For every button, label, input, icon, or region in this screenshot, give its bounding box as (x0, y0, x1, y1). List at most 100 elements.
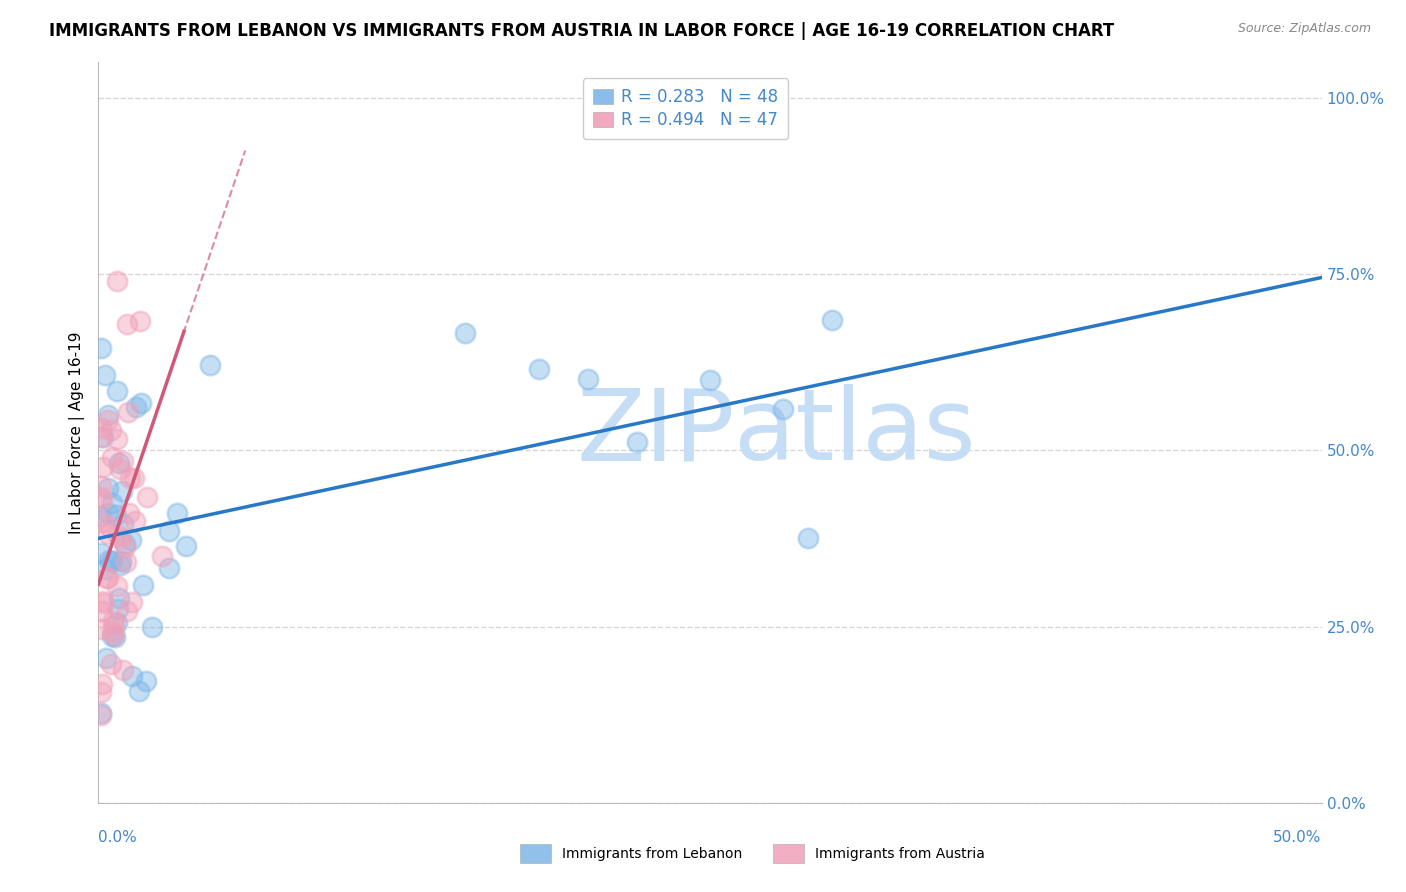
Point (97, 527, 120, 541)
Point (111, 483, 134, 498)
Point (90, 341, 112, 355)
Point (111, 663, 134, 677)
Point (94, 571, 117, 585)
Point (112, 516, 135, 531)
Point (94, 651, 117, 665)
Text: IMMIGRANTS FROM LEBANON VS IMMIGRANTS FROM AUSTRIA IN LABOR FORCE | AGE 16-19 CO: IMMIGRANTS FROM LEBANON VS IMMIGRANTS FR… (49, 22, 1115, 40)
Point (90, 490, 112, 504)
Point (105, 432, 128, 446)
Point (90, 706, 112, 720)
Point (97, 507, 120, 521)
Point (121, 594, 143, 608)
Text: Immigrants from Lebanon: Immigrants from Lebanon (562, 847, 742, 861)
Point (128, 684, 150, 698)
Point (107, 591, 129, 605)
Point (150, 549, 173, 563)
Point (120, 470, 142, 484)
Point (128, 314, 150, 328)
Text: Source: ZipAtlas.com: Source: ZipAtlas.com (1237, 22, 1371, 36)
Point (101, 496, 124, 510)
Point (101, 614, 124, 628)
Point (90, 515, 112, 529)
Point (105, 274, 128, 288)
Point (108, 456, 131, 470)
Point (157, 524, 180, 539)
Point (90, 479, 112, 493)
Point (132, 578, 155, 592)
Point (576, 371, 599, 385)
Point (699, 373, 721, 387)
Point (101, 554, 124, 568)
Point (107, 616, 129, 631)
Point (124, 514, 146, 528)
Point (91, 460, 114, 475)
Point (90, 492, 112, 507)
Point (90, 420, 112, 434)
Point (97, 571, 120, 585)
Point (90, 685, 112, 699)
Point (90, 509, 112, 524)
Point (98, 553, 121, 567)
Point (104, 630, 127, 644)
Point (101, 450, 124, 464)
Point (107, 602, 129, 616)
Point (121, 669, 143, 683)
Point (821, 312, 844, 326)
Text: atlas: atlas (734, 384, 976, 481)
Point (125, 400, 148, 414)
Point (91, 677, 114, 691)
Point (200, 358, 222, 372)
Point (797, 531, 820, 545)
Point (157, 560, 180, 574)
Point (97, 413, 120, 427)
Point (91, 593, 114, 607)
Point (108, 462, 131, 476)
Point (107, 528, 129, 542)
Point (115, 604, 138, 618)
Point (772, 401, 794, 416)
Point (103, 617, 125, 632)
Point (122, 471, 145, 485)
Point (90, 430, 112, 444)
Point (136, 490, 159, 504)
Point (117, 506, 139, 520)
Point (90, 708, 112, 723)
Point (120, 533, 142, 547)
Point (90, 546, 112, 560)
Point (114, 537, 136, 551)
Point (110, 531, 132, 545)
Point (103, 628, 125, 642)
Point (105, 384, 128, 398)
Point (100, 624, 122, 638)
Point (135, 673, 157, 688)
Point (527, 361, 550, 376)
Point (98, 518, 121, 533)
Point (114, 555, 136, 569)
Point (454, 326, 477, 340)
Point (110, 554, 132, 568)
Point (117, 405, 139, 419)
Y-axis label: In Labor Force | Age 16-19: In Labor Force | Age 16-19 (69, 331, 84, 534)
Point (100, 423, 122, 437)
Point (111, 454, 134, 468)
Point (97, 408, 120, 422)
Point (94, 368, 117, 383)
Point (101, 630, 124, 644)
Text: 50.0%: 50.0% (1274, 830, 1322, 845)
Point (97, 481, 120, 495)
Point (131, 395, 153, 409)
Point (176, 539, 198, 553)
Point (114, 540, 136, 554)
Point (90, 604, 112, 618)
Point (115, 318, 138, 332)
Point (626, 434, 648, 449)
Text: Immigrants from Austria: Immigrants from Austria (815, 847, 986, 861)
Point (91, 429, 114, 443)
Point (90, 622, 112, 636)
Text: 0.0%: 0.0% (98, 830, 138, 845)
Point (105, 579, 128, 593)
Point (100, 657, 122, 672)
Point (105, 508, 128, 522)
Point (93, 596, 115, 610)
Point (108, 558, 131, 572)
